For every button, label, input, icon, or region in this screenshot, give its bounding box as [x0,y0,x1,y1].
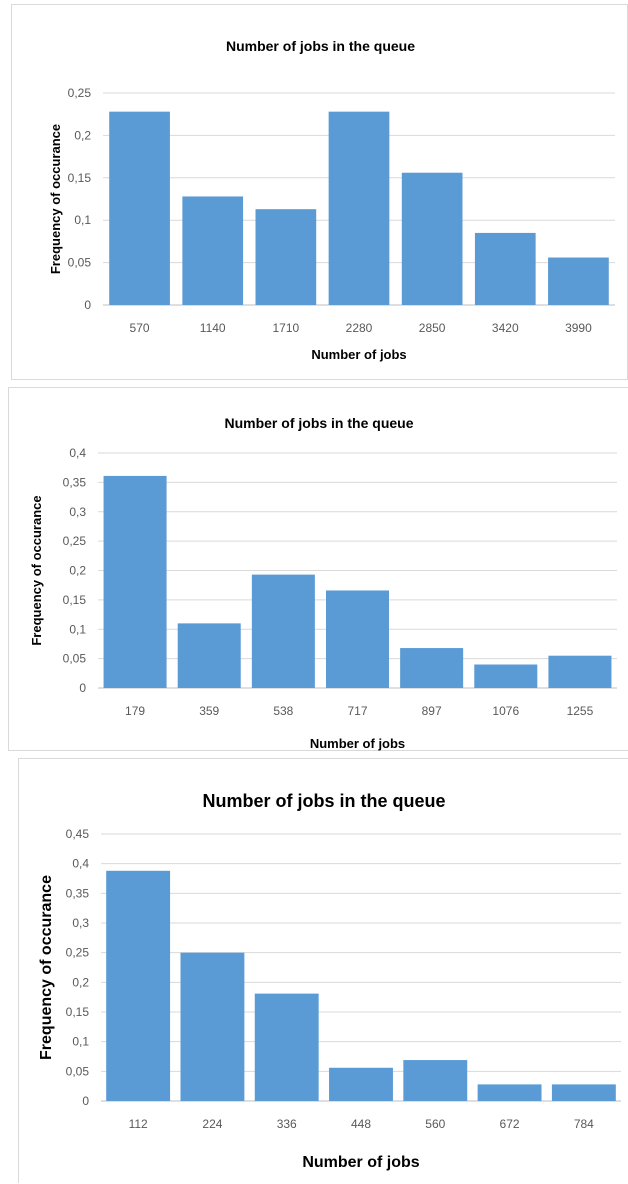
bar-chart-2: Number of jobs in the queue 0 0,05 0,1 0,15 0… [29,415,617,751]
bar [180,952,245,1101]
x-tick-label: 2280 [346,321,373,335]
x-tick-label: 1255 [567,704,594,718]
y-tick-label: 0,3 [72,916,89,930]
x-tick-label: 336 [277,1117,297,1131]
y-tick-label: 0,45 [66,827,90,841]
bar [182,196,244,305]
y-tick-label: 0,25 [63,534,87,548]
y-tick-label: 0,35 [63,475,87,489]
y-tick-label: 0,35 [66,886,90,900]
x-tick-label: 3420 [492,321,519,335]
y-tick-label: 0,2 [74,128,91,142]
x-tick-label: 112 [129,1117,148,1131]
x-tick-label: 179 [125,704,145,718]
y-tick-label: 0 [82,1094,89,1108]
y-axis-label: Frequency of occurance [38,875,55,1060]
bar [106,870,171,1101]
y-tick-label: 0,25 [68,86,92,100]
y-tick-label: 0,05 [66,1064,90,1078]
x-tick-label: 717 [347,704,367,718]
y-tick-label: 0,3 [69,505,86,519]
x-tick-label: 570 [130,321,150,335]
y-tick-label: 0,1 [72,1035,89,1049]
bar [328,111,390,305]
x-tick-label: 672 [500,1117,520,1131]
chart-title: Number of jobs in the queue [226,38,415,54]
x-tick-label: 1710 [273,321,300,335]
y-tick-label: 0,15 [63,593,87,607]
x-tick-label: 897 [422,704,442,718]
bar [325,590,390,688]
x-tick-label: 1076 [492,704,519,718]
x-tick-label: 224 [202,1117,222,1131]
bar [474,232,536,305]
bar [329,1067,393,1101]
x-tick-label: 3990 [565,321,592,335]
bar [551,1084,616,1101]
y-tick-label: 0,2 [69,564,86,578]
bar [177,623,241,688]
x-axis-label: Number of jobs [302,1154,419,1171]
bar [251,574,315,688]
x-tick-label: 538 [273,704,293,718]
y-tick-label: 0,2 [72,975,89,989]
bar [403,1060,468,1101]
y-tick-label: 0,4 [72,857,89,871]
bar-chart-1: Number of jobs in the queue 0 0,05 0,1 0,15 0… [48,38,615,362]
bar [477,1084,542,1101]
bar [548,257,609,305]
y-tick-label: 0,05 [68,256,92,270]
chart-panel-1: Number of jobs in the queue 0 0,05 0,1 0,15 0… [11,4,628,380]
y-tick-label: 0,05 [63,652,87,666]
y-tick-label: 0 [79,681,86,695]
bar [401,172,463,305]
x-tick-label: 359 [199,704,219,718]
x-tick-label: 2850 [419,321,446,335]
y-tick-label: 0,1 [69,622,86,636]
y-tick-label: 0,15 [66,1005,90,1019]
y-axis-label: Frequency of occurance [48,124,63,274]
bar [254,993,319,1101]
bar [400,648,464,688]
x-tick-label: 784 [574,1117,594,1131]
chart-panel-2: Number of jobs in the queue 0 0,05 0,1 0,15 0… [8,387,628,751]
chart-panel-3: Number of jobs in the queue 0 0,05 0,1 0,15 0… [18,758,628,1183]
y-tick-label: 0,4 [69,446,86,460]
x-tick-label: 1140 [200,321,226,335]
chart-title: Number of jobs in the queue [202,791,445,811]
x-axis-label: Number of jobs [311,347,406,362]
x-tick-label: 560 [425,1117,445,1131]
bar-chart-3: Number of jobs in the queue 0 0,05 0,1 0,15 0… [38,791,621,1171]
y-tick-label: 0 [84,298,91,312]
x-tick-label: 448 [351,1117,371,1131]
bar [548,655,612,688]
bar [255,209,317,305]
bar [474,664,538,688]
y-tick-label: 0,15 [68,171,92,185]
y-axis-label: Frequency of occurance [29,495,44,645]
bar [103,475,167,688]
x-axis-label: Number of jobs [310,736,405,751]
y-tick-label: 0,1 [74,213,91,227]
chart-title: Number of jobs in the queue [224,415,413,431]
bar [109,111,170,305]
y-tick-label: 0,25 [66,946,90,960]
